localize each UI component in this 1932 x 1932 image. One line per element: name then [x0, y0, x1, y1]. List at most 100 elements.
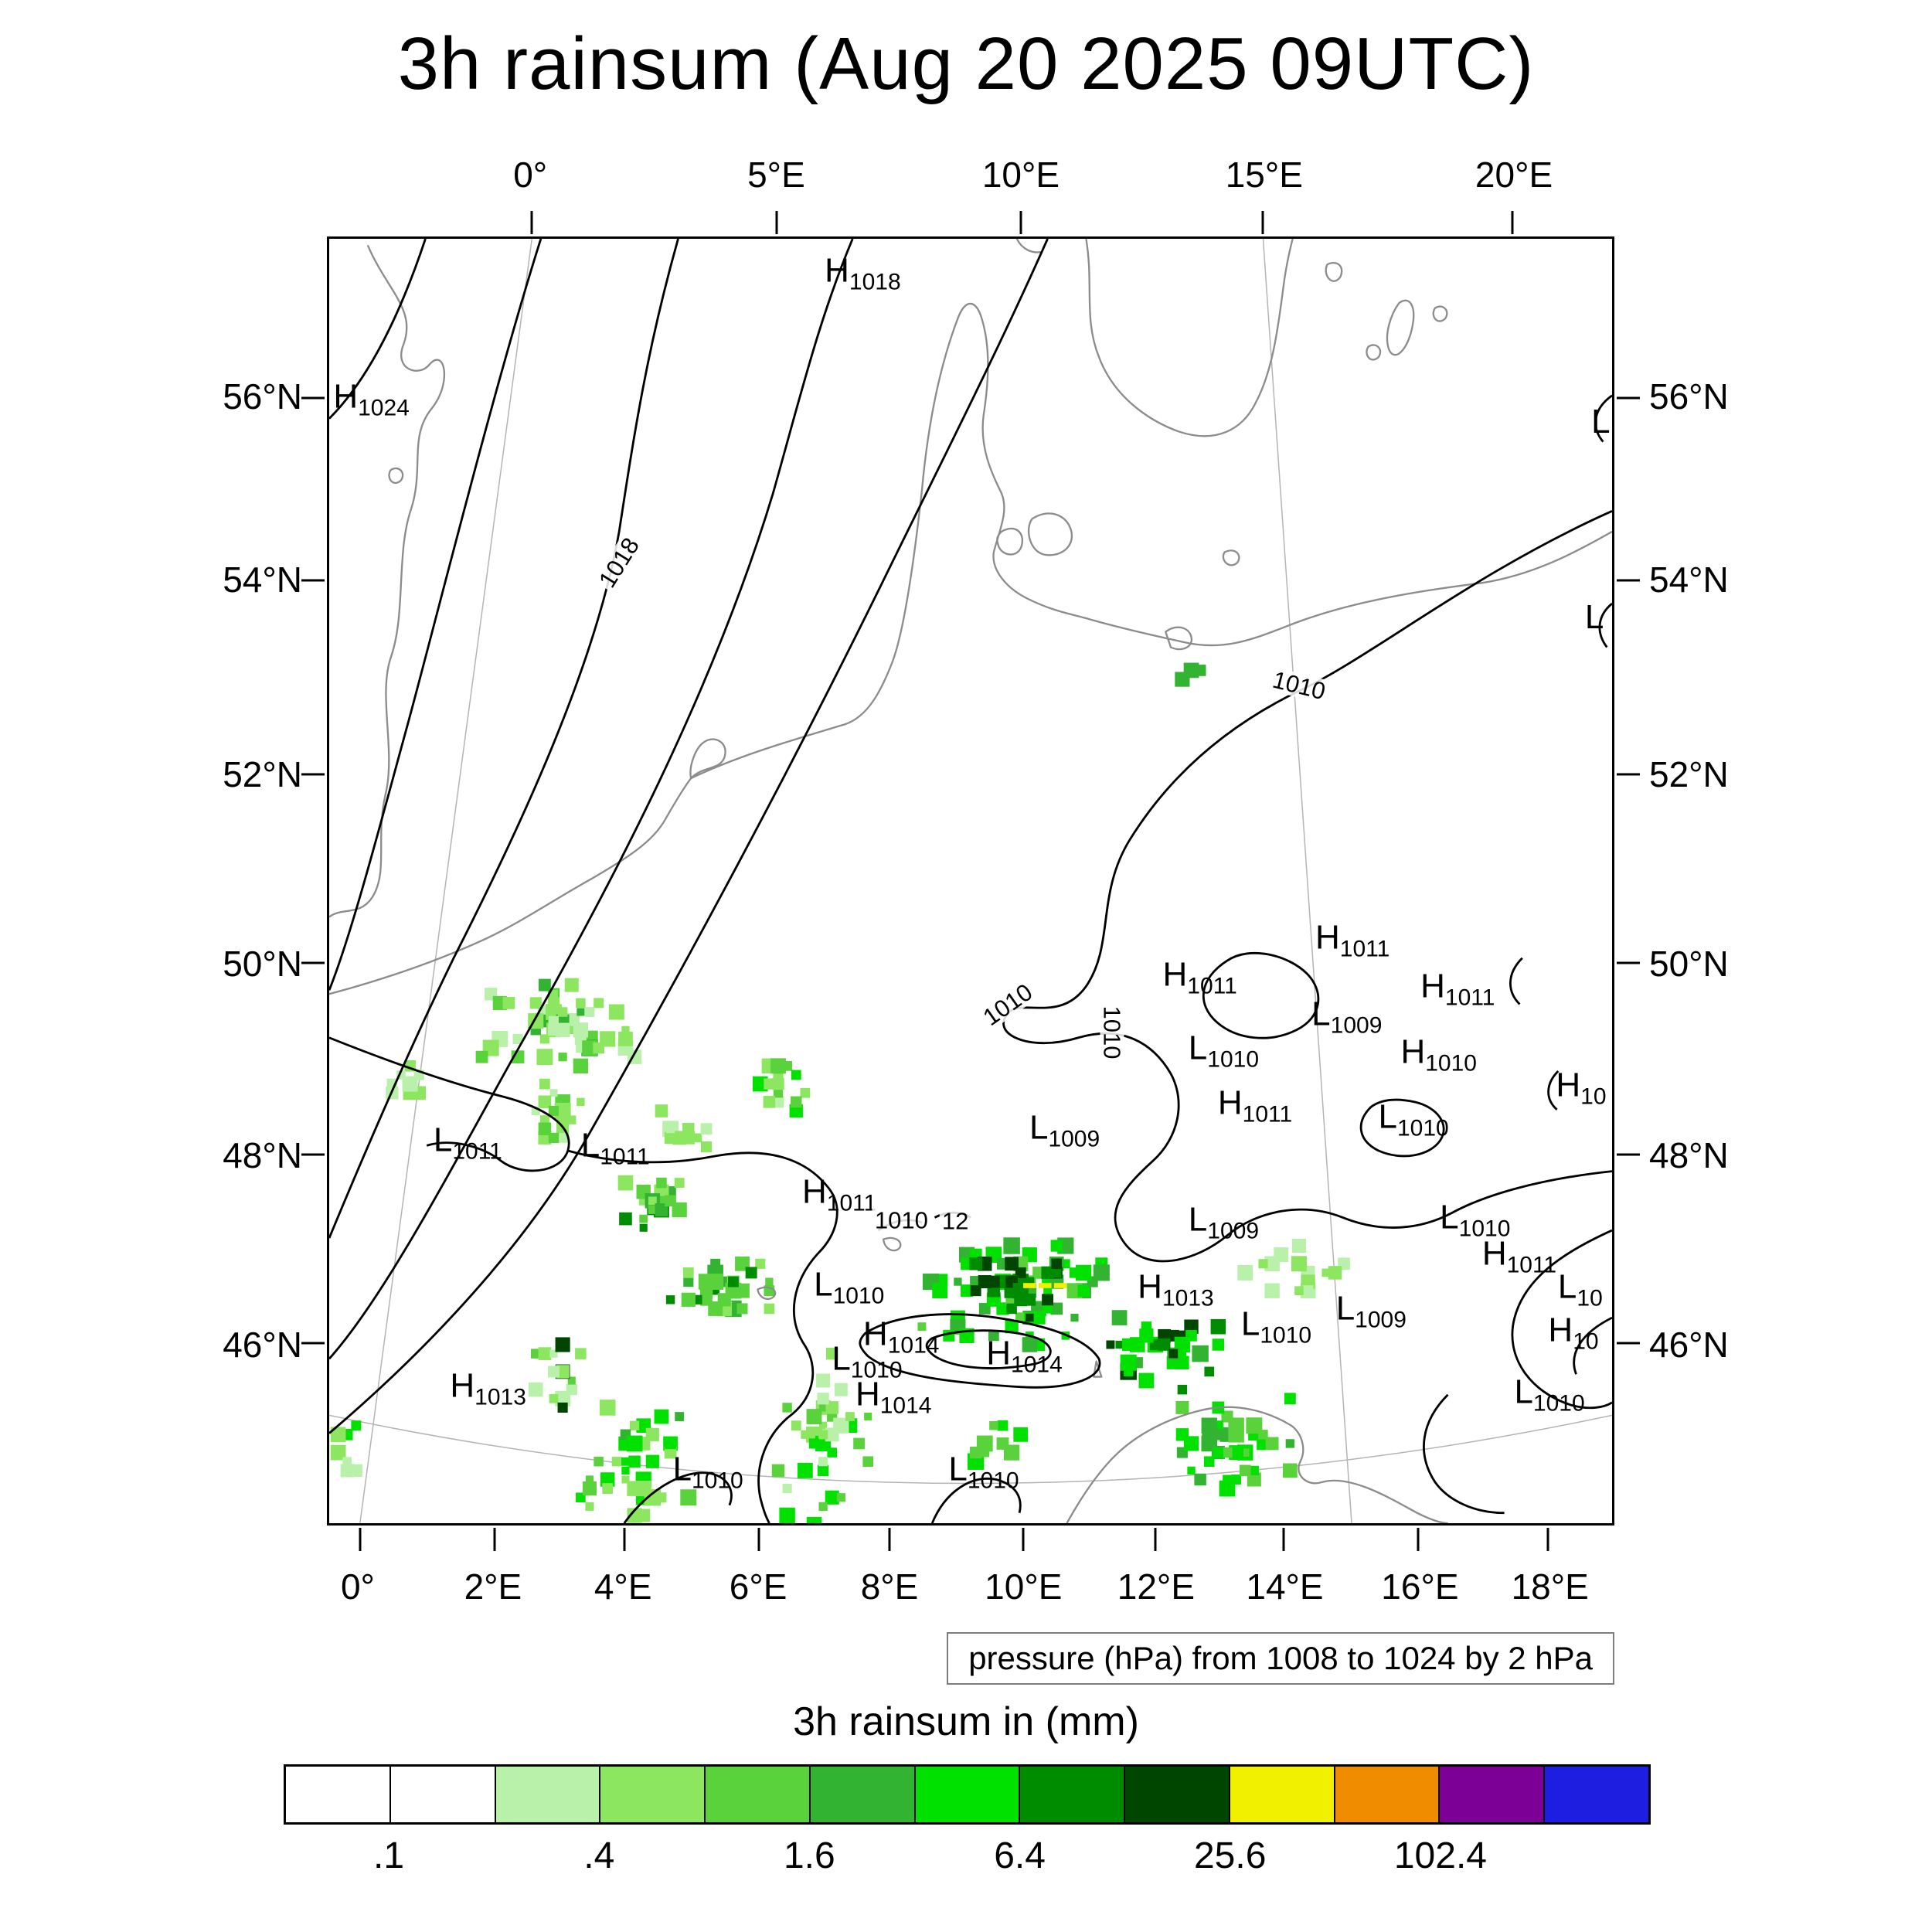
- coastline-path: [882, 1236, 902, 1252]
- rain-cell: [594, 1456, 604, 1467]
- pressure-legend-note: pressure (hPa) from 1008 to 1024 by 2 hP…: [947, 1632, 1614, 1685]
- rain-cell: [1229, 1445, 1244, 1461]
- rain-cell: [772, 1096, 784, 1108]
- rain-cell: [538, 978, 551, 992]
- rain-cell: [997, 1420, 1009, 1431]
- rain-cell: [1122, 1338, 1135, 1352]
- rain-cell: [512, 1033, 523, 1044]
- rain-cell: [1178, 1349, 1186, 1358]
- rain-cell: [549, 1393, 559, 1403]
- rain-cell: [1265, 1437, 1279, 1451]
- rain-cell: [692, 1133, 702, 1143]
- axis-tick-label: 52°N: [223, 753, 302, 794]
- pressure-center-value: 1013: [1162, 1285, 1214, 1311]
- rain-cell: [1246, 1417, 1263, 1434]
- rain-cell: [475, 1050, 488, 1063]
- pressure-center-high: H1011: [1420, 969, 1495, 1009]
- rain-cell: [621, 1026, 630, 1034]
- pressure-center-high: H1011: [1482, 1236, 1556, 1277]
- rain-cell: [548, 1024, 560, 1036]
- rain-cell: [1202, 1427, 1217, 1442]
- rain-cell: [864, 1412, 872, 1421]
- rain-cell: [502, 997, 515, 1009]
- rain-cell: [330, 1444, 346, 1461]
- rain-cell: [770, 1058, 786, 1074]
- coastline-path: [1066, 1406, 1448, 1523]
- colorbar-segment: [600, 1767, 706, 1822]
- map-canvas: [329, 239, 1612, 1523]
- rain-cell: [817, 1393, 829, 1405]
- colorbar-tick-labels: .1 .4 1.6 6.4 25.6 102.4: [284, 1835, 1651, 1881]
- pressure-center-value: 1014: [879, 1393, 932, 1419]
- pressure-center-high: H1011: [1162, 957, 1236, 998]
- colorbar-label: .4: [583, 1835, 615, 1876]
- pressure-center-low: L1010: [672, 1452, 743, 1492]
- rain-cell: [782, 1484, 792, 1494]
- rain-cell: [996, 1437, 1009, 1450]
- isobar-label: 1010: [977, 978, 1039, 1031]
- rain-cell: [797, 1462, 813, 1478]
- pressure-center-high: H1014: [855, 1375, 932, 1419]
- rain-cell: [655, 1104, 668, 1117]
- axis-tick-mark: [623, 1528, 626, 1551]
- rain-cell: [825, 1427, 839, 1442]
- coastline-path: [388, 467, 404, 485]
- rain-cell: [611, 1457, 621, 1467]
- rain-cell: [1050, 1302, 1063, 1315]
- isobar-label: 1018: [594, 531, 645, 594]
- axis-tick-label: 0°: [513, 155, 548, 195]
- axis-tick-mark: [1617, 396, 1640, 400]
- axis-tick-label: 46°N: [1649, 1325, 1729, 1366]
- isobar-path: [1202, 951, 1320, 1039]
- rain-cell: [1050, 1240, 1063, 1252]
- pressure-center-letter: L: [1514, 1372, 1533, 1411]
- rain-cell: [1258, 1259, 1268, 1269]
- rain-cell: [806, 1409, 822, 1424]
- pressure-center-letter: H: [1400, 1032, 1426, 1071]
- axis-tick-label: 50°N: [1649, 943, 1729, 984]
- rain-cell: [602, 1483, 614, 1495]
- rain-cell: [1284, 1393, 1296, 1405]
- axis-tick-label: 50°N: [223, 943, 302, 984]
- pressure-center-low: L1010: [1514, 1372, 1584, 1416]
- pressure-center-low: L1011: [434, 1123, 502, 1164]
- rain-cell: [698, 1274, 715, 1290]
- rain-cell: [791, 1420, 801, 1431]
- rain-cell: [538, 1347, 552, 1360]
- pressure-center-value: 1009: [1048, 1126, 1100, 1152]
- pressure-center-letter: L: [1188, 1200, 1208, 1239]
- rainfall-colorbar: [284, 1764, 1651, 1825]
- isobar-path: [329, 239, 543, 991]
- pressure-center-low: L1011: [581, 1128, 650, 1168]
- colorbar-segment: [1440, 1767, 1546, 1822]
- rain-cell: [681, 1292, 696, 1307]
- rain-cell: [1079, 1286, 1088, 1295]
- axis-tick-label: 14°E: [1246, 1566, 1324, 1607]
- rain-cell: [827, 1447, 838, 1458]
- pressure-center-low: L1009: [1188, 1200, 1259, 1243]
- pressure-center-letter: H: [855, 1375, 880, 1413]
- rain-cell: [1237, 1264, 1253, 1281]
- rain-cell: [980, 1447, 990, 1458]
- rain-cell: [989, 1420, 998, 1430]
- pressure-center-high: H1011: [1315, 920, 1389, 961]
- rain-cell: [629, 1420, 640, 1430]
- rain-cell: [666, 1124, 675, 1134]
- pressure-center-low: L1010: [1440, 1200, 1510, 1240]
- rain-cell: [988, 1330, 999, 1342]
- rain-cell: [1213, 1447, 1223, 1458]
- pressure-center-letter: H: [1481, 1234, 1507, 1273]
- rain-cell-heavy: [1053, 1283, 1067, 1288]
- rain-cell: [600, 1472, 615, 1487]
- pressure-center-low: L1010: [948, 1452, 1019, 1492]
- axis-tick-label: 20°E: [1475, 155, 1553, 195]
- pressure-center-letter: H: [1315, 918, 1340, 957]
- colorbar-segment: [1230, 1767, 1335, 1822]
- pressure-center-low: L1010: [1189, 1031, 1259, 1071]
- rain-cell: [617, 1175, 634, 1191]
- rain-cell: [557, 1133, 568, 1143]
- rain-cell: [969, 1257, 982, 1270]
- pressure-center-letter: H: [1556, 1066, 1581, 1104]
- axis-tick-mark: [1511, 211, 1514, 234]
- rain-cell: [806, 1516, 822, 1523]
